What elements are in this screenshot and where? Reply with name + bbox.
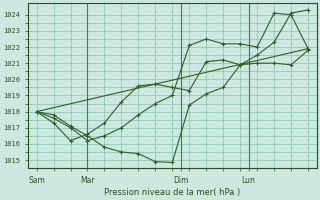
X-axis label: Pression niveau de la mer( hPa ): Pression niveau de la mer( hPa ): [104, 188, 240, 197]
